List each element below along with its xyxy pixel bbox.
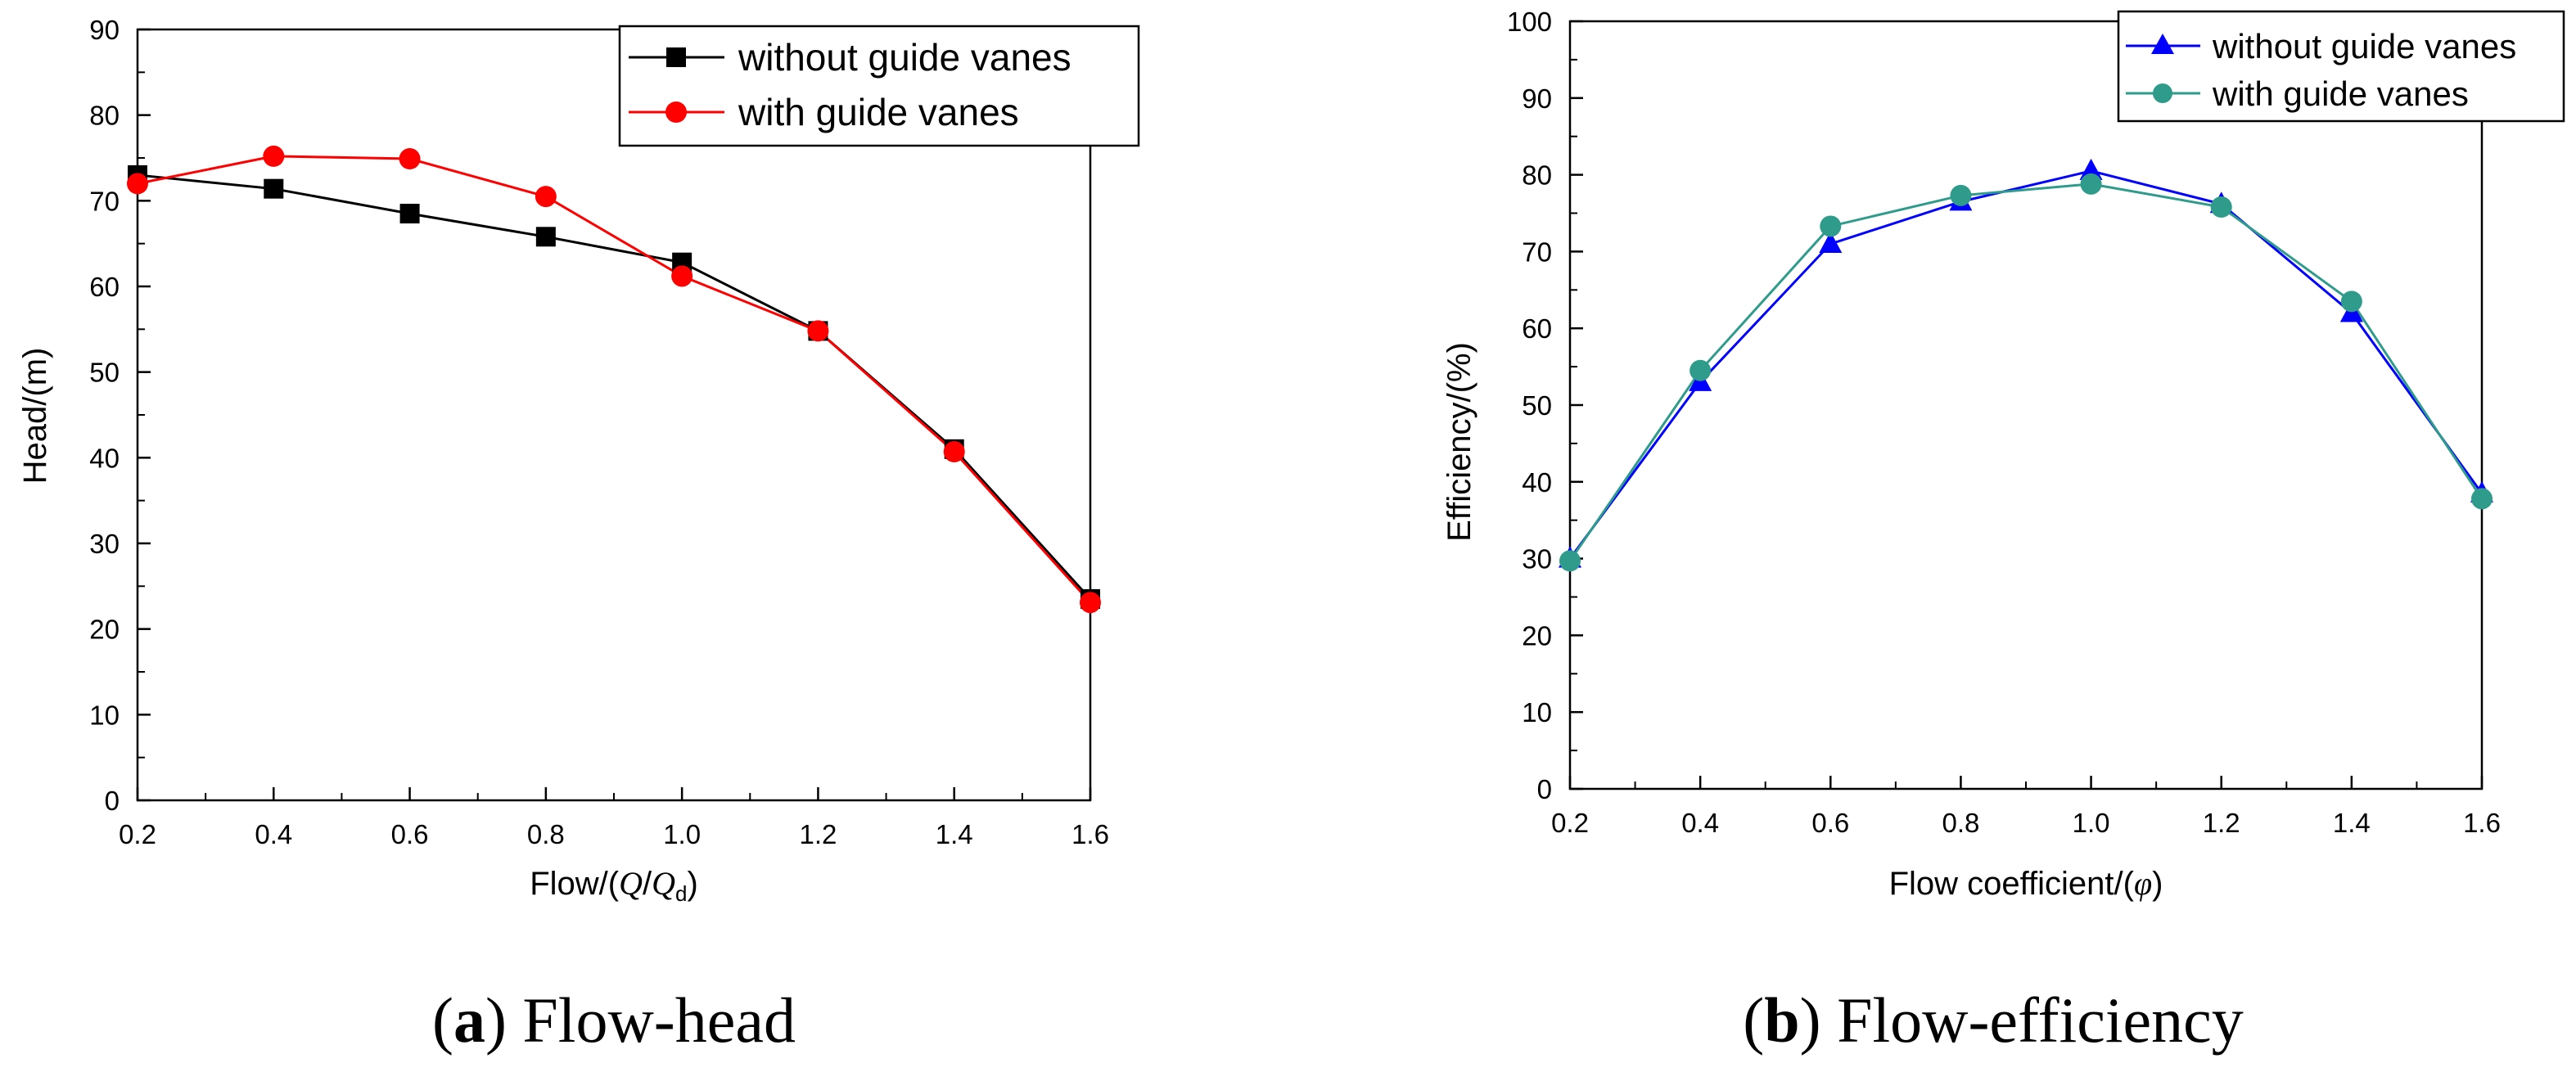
x-tick-label: 1.0: [663, 819, 701, 849]
caption-a: (a) Flow-head: [432, 984, 796, 1056]
y-tick-label: 80: [89, 101, 120, 131]
x-tick-label: 1.6: [1071, 819, 1109, 849]
x-tick-label: 0.8: [527, 819, 565, 849]
data-point-circle: [1820, 215, 1842, 237]
y-tick-label: 40: [1522, 467, 1552, 498]
series-line-2: [137, 155, 1092, 604]
data-point-circle: [1950, 184, 1972, 206]
axis-ticks-b: 0.2 0.4 0.6 0.8 1.0 1.2 1.4 1.6 0 10 20 30 40 50 60 70 8…: [1507, 7, 2501, 838]
y-tick-label: 0: [105, 786, 120, 816]
data-point-square: [264, 178, 284, 199]
x-tick-label: 0.4: [255, 819, 292, 849]
x-axis-label-b: Flow coefficient/(φ): [1889, 865, 2163, 902]
x-tick-label: 0.6: [391, 819, 429, 849]
x-tick-label: 0.4: [1681, 808, 1719, 838]
y-tick-label: 40: [89, 443, 120, 473]
legend-label: without guide vanes: [2212, 27, 2516, 65]
series-lines-a: [137, 155, 1092, 604]
series-markers-a: [127, 145, 1101, 614]
series-lines-b: [1568, 169, 2484, 562]
x-tick-label: 0.2: [1551, 808, 1589, 838]
series-line-1: [1568, 169, 2484, 560]
y-axis-label-b: Efficiency/(%): [1441, 342, 1477, 542]
series-markers-b: [1559, 158, 2493, 572]
y-tick-label: 100: [1507, 7, 1552, 37]
data-point-circle: [2340, 291, 2362, 313]
data-point-circle: [807, 320, 829, 342]
data-point-circle: [2471, 488, 2493, 510]
y-tick-label: 30: [1522, 544, 1552, 574]
y-tick-label: 70: [89, 186, 120, 216]
axis-ticks-a: 0.2 0.4 0.6 0.8 1.0 1.2 1.4 1.6 0 10 20 30 40 50 60 70 8…: [89, 15, 1109, 849]
y-tick-label: 50: [1522, 390, 1552, 421]
x-tick-label: 1.6: [2463, 808, 2501, 838]
legend-label: with guide vanes: [2212, 74, 2469, 113]
legend-label: with guide vanes: [738, 91, 1019, 133]
caption-b: (b) Flow-efficiency: [1743, 984, 2244, 1056]
y-tick-label: 10: [1522, 697, 1552, 727]
legend-swatch-square-marker: [666, 47, 686, 67]
series-line-1: [137, 173, 1092, 601]
data-point-square: [535, 227, 556, 247]
chart-flow-head: 0.2 0.4 0.6 0.8 1.0 1.2 1.4 1.6 0 10 20 30 40 50 60 70 8…: [17, 15, 1140, 1056]
data-point-circle: [671, 265, 693, 287]
x-tick-label: 0.6: [1811, 808, 1849, 838]
x-tick-label: 1.2: [799, 819, 837, 849]
legend-label: without guide vanes: [738, 36, 1071, 79]
y-tick-label: 20: [1522, 620, 1552, 651]
y-tick-label: 10: [89, 700, 120, 730]
data-point-triangle: [1819, 232, 1843, 254]
y-tick-label: 80: [1522, 160, 1552, 191]
x-tick-label: 0.2: [119, 819, 156, 849]
y-tick-label: 60: [89, 272, 120, 302]
data-point-circle: [943, 441, 965, 463]
x-tick-label: 1.4: [936, 819, 973, 849]
data-point-circle: [399, 148, 421, 170]
legend-b: without guide vanes with guide vanes: [2117, 10, 2565, 123]
data-point-circle: [2080, 173, 2102, 195]
legend-swatch-triangle-marker: [2151, 34, 2174, 54]
data-point-circle: [1080, 592, 1101, 614]
x-tick-label: 1.0: [2073, 808, 2110, 838]
data-point-square: [399, 204, 420, 224]
x-tick-label: 1.4: [2333, 808, 2371, 838]
x-tick-label: 1.2: [2203, 808, 2240, 838]
legend-swatch-circle-marker: [2153, 83, 2172, 103]
data-point-circle: [263, 145, 285, 167]
data-point-circle: [1690, 359, 1712, 381]
y-tick-label: 70: [1522, 236, 1552, 267]
series-line-2: [1568, 182, 2484, 562]
chart-flow-efficiency: 0.2 0.4 0.6 0.8 1.0 1.2 1.4 1.6 0 10 20 30 40 50 60 70 8…: [1441, 7, 2565, 1056]
y-tick-label: 0: [1537, 774, 1552, 804]
data-point-circle: [535, 186, 557, 208]
y-tick-label: 90: [1522, 83, 1552, 114]
plot-frame-b: [1568, 20, 2484, 790]
y-tick-label: 20: [89, 615, 120, 645]
legend-a: without guide vanes with guide vanes: [618, 25, 1140, 147]
y-tick-label: 90: [89, 15, 120, 45]
y-axis-label-a: Head/(m): [17, 348, 53, 484]
data-point-circle: [2210, 196, 2232, 218]
y-tick-label: 60: [1522, 313, 1552, 344]
data-point-triangle: [2079, 158, 2103, 180]
y-tick-label: 50: [89, 358, 120, 388]
x-tick-label: 0.8: [1942, 808, 1979, 838]
legend-swatch-circle-marker: [665, 101, 687, 123]
y-tick-label: 30: [89, 529, 120, 559]
data-point-circle: [1559, 550, 1581, 572]
x-axis-label-a: Flow/(Q/Qd): [530, 865, 698, 906]
data-point-circle: [127, 173, 148, 195]
